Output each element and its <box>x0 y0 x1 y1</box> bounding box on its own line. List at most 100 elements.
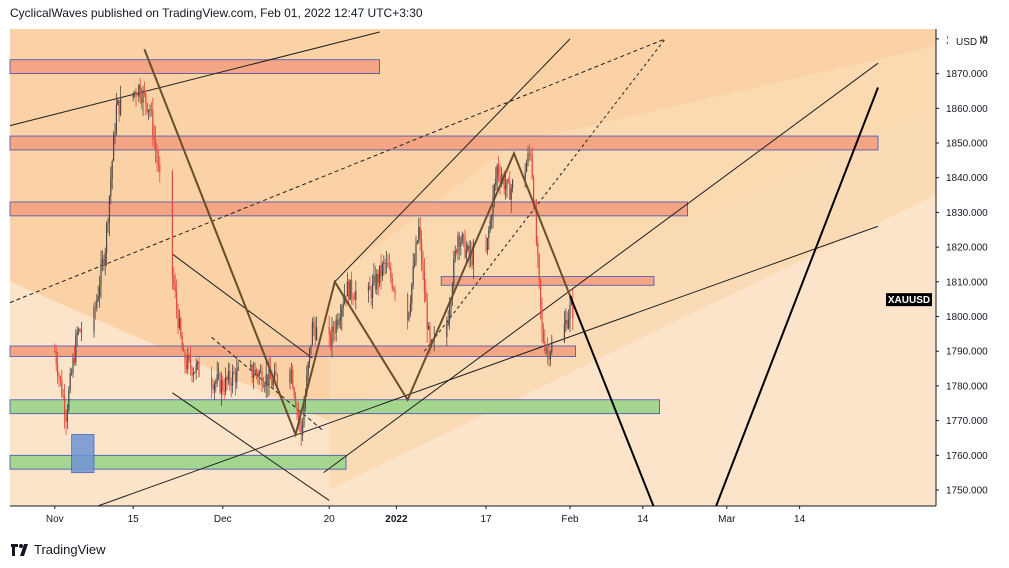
time-axis-bg <box>10 506 936 534</box>
candle-body <box>118 100 120 115</box>
candle-body <box>454 250 456 259</box>
candle-body <box>491 218 493 221</box>
candle-body <box>260 371 262 373</box>
candle-body <box>108 196 110 223</box>
candle-body <box>198 361 200 377</box>
candle-body <box>418 226 420 241</box>
time-tick-label: 2022 <box>385 514 408 525</box>
candle-body <box>226 377 228 381</box>
candle-body <box>267 374 269 386</box>
candle-body <box>332 326 334 333</box>
candle-body <box>425 292 427 302</box>
candle-body <box>419 226 421 239</box>
candle-body <box>290 370 292 371</box>
candle-body <box>78 329 80 332</box>
candle-body <box>310 344 312 349</box>
candle-body <box>157 162 159 165</box>
candle-body <box>268 369 270 386</box>
candle-body <box>54 351 56 352</box>
candle-body <box>527 153 529 164</box>
candle-body <box>295 396 297 407</box>
candle-body <box>458 235 460 247</box>
candle-body <box>411 283 413 304</box>
candle-body <box>496 165 498 179</box>
candle-body <box>423 270 425 293</box>
candle-body <box>493 184 495 196</box>
candle-body <box>132 92 134 98</box>
price-axis-bg <box>936 29 1009 506</box>
time-tick-label: 14 <box>637 514 649 525</box>
candle-body <box>549 352 551 360</box>
candle-body <box>113 134 115 161</box>
candle-body <box>426 301 428 330</box>
candle-body <box>142 90 144 103</box>
candle-body <box>370 289 372 299</box>
candle-body <box>141 98 143 103</box>
candle-body <box>156 150 158 163</box>
candle-body <box>152 110 154 138</box>
time-tick-label: 17 <box>480 514 492 525</box>
price-tick-label: 1840.000 <box>946 173 988 184</box>
candle-body <box>345 295 347 297</box>
candle-body <box>232 371 234 386</box>
candle-body <box>379 265 381 283</box>
candle-body <box>509 181 511 200</box>
price-tick-label: 1820.000 <box>946 243 988 254</box>
candle-body <box>216 374 218 382</box>
candle-body <box>311 322 313 345</box>
candle-body <box>68 390 70 411</box>
candle-body <box>233 371 235 374</box>
candle-body <box>505 186 507 190</box>
candle-body <box>565 319 567 324</box>
time-tick-label: 20 <box>324 514 336 525</box>
tradingview-logo-icon <box>11 543 28 556</box>
candle-body <box>530 153 532 156</box>
price-tick-label: 1850.000 <box>946 139 988 150</box>
candle-body <box>191 367 193 376</box>
candle-body <box>188 355 190 359</box>
trendline <box>323 62 879 474</box>
candle-body <box>183 350 185 353</box>
time-tick-label: Dec <box>214 514 232 525</box>
candle-body <box>187 355 189 369</box>
candle-body <box>547 349 549 351</box>
candle-body <box>73 358 75 363</box>
candle-body <box>416 240 418 243</box>
candle-body <box>59 376 61 380</box>
support-zone <box>9 454 347 470</box>
candle-body <box>223 390 225 392</box>
trendline <box>172 253 313 359</box>
candle-body <box>69 373 71 391</box>
candle-body <box>495 178 497 185</box>
candle-body <box>471 251 473 266</box>
candle-body <box>254 369 256 376</box>
candle-body <box>176 291 178 309</box>
candle-body <box>457 235 459 253</box>
candle-body <box>545 349 547 351</box>
candle-body <box>568 318 570 329</box>
candle-body <box>414 262 416 267</box>
price-tick-label: 1860.000 <box>946 104 988 115</box>
candle-body <box>117 100 119 105</box>
candle-body <box>306 374 308 395</box>
price-tick-label: 1830.000 <box>946 208 988 219</box>
resistance-zone <box>9 345 576 357</box>
candle-body <box>62 395 64 397</box>
candle-body <box>338 320 340 326</box>
candle-body <box>309 348 311 363</box>
candle-body <box>337 319 339 326</box>
candle-body <box>212 386 214 390</box>
candle-body <box>415 242 417 263</box>
candle-body <box>148 109 150 112</box>
currency-badge <box>948 35 980 48</box>
candle-body <box>135 91 137 96</box>
time-tick-label: Feb <box>561 514 579 525</box>
candle-body <box>174 284 176 292</box>
candle-body <box>408 312 410 320</box>
candle-body <box>464 235 466 258</box>
candle-body <box>190 358 192 368</box>
candle-body <box>463 234 465 236</box>
footer-brand: TradingView <box>34 542 106 557</box>
candle-body <box>465 249 467 258</box>
